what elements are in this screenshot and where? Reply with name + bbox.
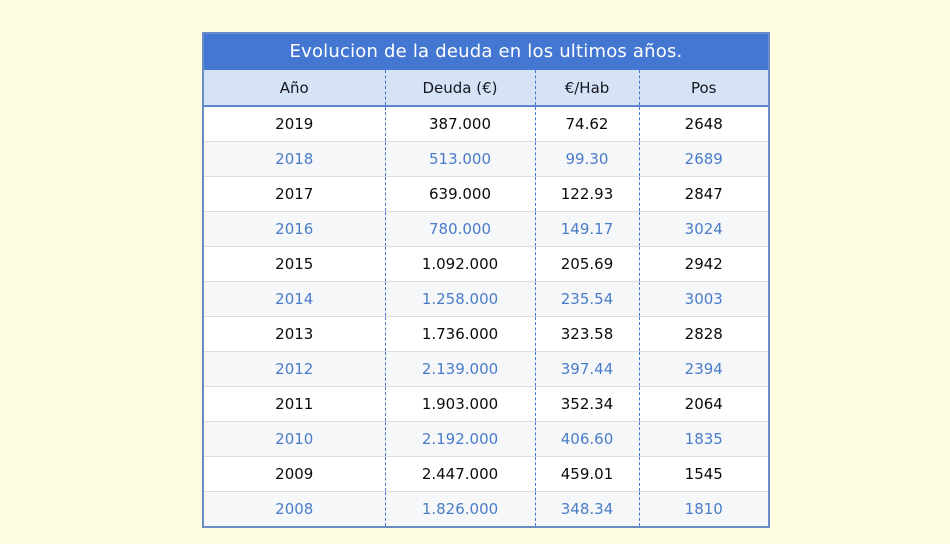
cell-year: 2016 <box>204 211 385 247</box>
table-row: 2016 780.000 149.17 3024 <box>204 211 768 247</box>
cell-position: 3003 <box>638 281 768 317</box>
cell-year: 2017 <box>204 176 385 212</box>
cell-debt: 513.000 <box>384 141 535 177</box>
cell-per-capita: 99.30 <box>534 141 639 177</box>
table-body: 2019 387.000 74.62 2648 2018 513.000 99.30 2689… <box>204 106 768 526</box>
cell-per-capita: 235.54 <box>534 281 639 317</box>
cell-position: 2847 <box>638 176 768 212</box>
cell-debt: 2.139.000 <box>384 351 535 387</box>
debt-table: Año Deuda (€) €/Hab Pos 2019 387.000 74.62… <box>204 70 768 526</box>
column-header-debt: Deuda (€) <box>384 70 535 107</box>
cell-debt: 639.000 <box>384 176 535 212</box>
cell-per-capita: 348.34 <box>534 491 639 526</box>
cell-per-capita: 459.01 <box>534 456 639 492</box>
cell-year: 2015 <box>204 246 385 282</box>
cell-debt: 1.826.000 <box>384 491 535 526</box>
column-header-per-capita: €/Hab <box>534 70 639 107</box>
cell-per-capita: 352.34 <box>534 386 639 422</box>
debt-table-panel: Evolucion de la deuda en los ultimos año… <box>202 32 770 528</box>
cell-position: 2828 <box>638 316 768 352</box>
header-row: Año Deuda (€) €/Hab Pos <box>204 70 768 107</box>
cell-per-capita: 323.58 <box>534 316 639 352</box>
cell-debt: 387.000 <box>384 106 535 142</box>
cell-position: 3024 <box>638 211 768 247</box>
table-header: Año Deuda (€) €/Hab Pos <box>204 70 768 107</box>
table-row: 2013 1.736.000 323.58 2828 <box>204 316 768 352</box>
cell-position: 1810 <box>638 491 768 526</box>
column-header-position: Pos <box>638 70 768 107</box>
cell-debt: 1.258.000 <box>384 281 535 317</box>
table-row: 2014 1.258.000 235.54 3003 <box>204 281 768 317</box>
cell-debt: 1.736.000 <box>384 316 535 352</box>
table-row: 2018 513.000 99.30 2689 <box>204 141 768 177</box>
table-row: 2015 1.092.000 205.69 2942 <box>204 246 768 282</box>
table-row: 2011 1.903.000 352.34 2064 <box>204 386 768 422</box>
cell-per-capita: 397.44 <box>534 351 639 387</box>
cell-position: 2689 <box>638 141 768 177</box>
cell-debt: 2.447.000 <box>384 456 535 492</box>
table-row: 2009 2.447.000 459.01 1545 <box>204 456 768 492</box>
cell-year: 2013 <box>204 316 385 352</box>
cell-year: 2012 <box>204 351 385 387</box>
cell-year: 2014 <box>204 281 385 317</box>
table-row: 2010 2.192.000 406.60 1835 <box>204 421 768 457</box>
column-header-year: Año <box>204 70 385 107</box>
cell-year: 2009 <box>204 456 385 492</box>
cell-debt: 780.000 <box>384 211 535 247</box>
cell-debt: 1.903.000 <box>384 386 535 422</box>
cell-position: 1545 <box>638 456 768 492</box>
cell-position: 1835 <box>638 421 768 457</box>
cell-year: 2010 <box>204 421 385 457</box>
table-row: 2019 387.000 74.62 2648 <box>204 106 768 142</box>
cell-position: 2394 <box>638 351 768 387</box>
cell-position: 2064 <box>638 386 768 422</box>
cell-position: 2942 <box>638 246 768 282</box>
cell-per-capita: 122.93 <box>534 176 639 212</box>
cell-year: 2019 <box>275 115 314 133</box>
cell-year: 2018 <box>204 141 385 177</box>
table-row: 2012 2.139.000 397.44 2394 <box>204 351 768 387</box>
cell-per-capita: 74.62 <box>534 106 639 142</box>
table-title: Evolucion de la deuda en los ultimos año… <box>204 34 768 70</box>
cell-year: 2008 <box>204 491 385 526</box>
table-row: 2017 639.000 122.93 2847 <box>204 176 768 212</box>
cell-year: 2011 <box>204 386 385 422</box>
cell-per-capita: 149.17 <box>534 211 639 247</box>
cell-per-capita: 205.69 <box>534 246 639 282</box>
cell-debt: 1.092.000 <box>384 246 535 282</box>
table-row: 2008 1.826.000 348.34 1810 <box>204 491 768 526</box>
cell-debt: 2.192.000 <box>384 421 535 457</box>
cell-per-capita: 406.60 <box>534 421 639 457</box>
cell-position: 2648 <box>638 106 768 142</box>
